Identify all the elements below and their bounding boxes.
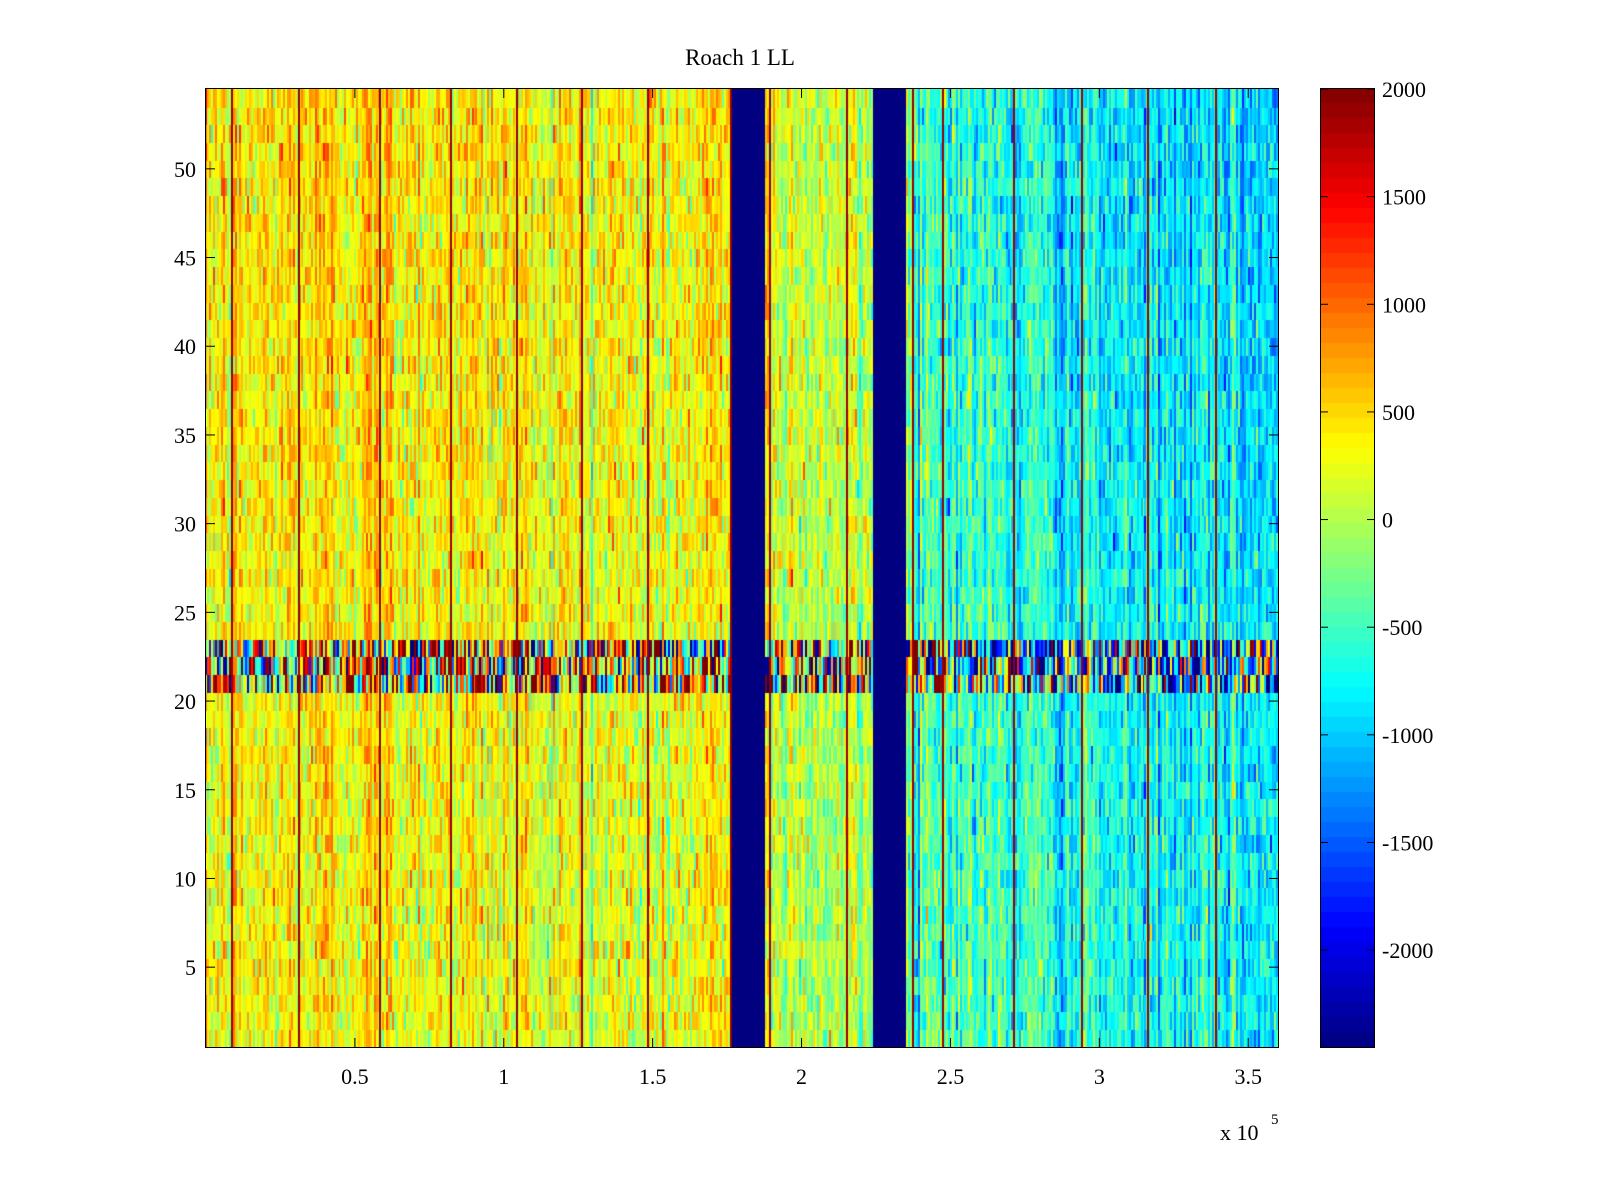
colorbar-tick-label: 0: [1382, 508, 1393, 533]
colorbar-tick-label: 1500: [1382, 185, 1426, 210]
colorbar-canvas: [1321, 89, 1374, 1047]
y-tick-label: 30: [174, 512, 196, 537]
colorbar-frame: [1320, 88, 1375, 1048]
chart-title: Roach 1 LL: [685, 45, 795, 70]
colorbar-tick-label: -500: [1382, 615, 1422, 640]
colorbar-tick-label: -2000: [1382, 938, 1433, 963]
y-tick-label: 10: [174, 866, 196, 891]
x-tick-label: 2: [796, 1064, 807, 1089]
plot-frame: [205, 88, 1279, 1048]
heatmap-plot: 0.5 1 1.5 2 2.5 3 3.5 5 10 15 20 25 30 35 40 45 50: [174, 88, 1279, 1089]
y-tick-label: 15: [174, 778, 196, 803]
x-tick-label: 0.5: [341, 1064, 369, 1089]
colorbar-tick-label: 2000: [1382, 77, 1426, 102]
colorbar-tick-label: -1500: [1382, 830, 1433, 855]
y-tick-label: 35: [174, 423, 196, 448]
y-tick-label: 5: [185, 955, 196, 980]
y-tick-label: 25: [174, 600, 196, 625]
colorbar-tick-label: -1000: [1382, 723, 1433, 748]
colorbar-tick-label: 500: [1382, 400, 1415, 425]
x-exponent-power: 5: [1271, 1112, 1279, 1128]
y-tick-label: 40: [174, 334, 196, 359]
colorbar-tick-label: 1000: [1382, 292, 1426, 317]
y-axis-ticks: 5 10 15 20 25 30 35 40 45 50: [174, 157, 1278, 980]
x-tick-label: 3: [1094, 1064, 1105, 1089]
x-axis-ticks: 0.5 1 1.5 2 2.5 3 3.5: [341, 89, 1262, 1089]
x-tick-label: 1.5: [639, 1064, 667, 1089]
x-tick-label: 1: [498, 1064, 509, 1089]
colorbar-ticks: 2000 1500 1000 500 0 -500 -1000 -1500 -2000: [1321, 77, 1433, 963]
heatmap-canvas: [206, 89, 1278, 1047]
x-exponent-label: x 10: [1220, 1120, 1259, 1145]
y-tick-label: 45: [174, 246, 196, 271]
colorbar: 2000 1500 1000 500 0 -500 -1000 -1500 -2000: [1320, 77, 1433, 1048]
x-tick-label: 3.5: [1234, 1064, 1262, 1089]
x-tick-label: 2.5: [937, 1064, 965, 1089]
y-tick-label: 50: [174, 157, 196, 182]
y-tick-label: 20: [174, 689, 196, 714]
